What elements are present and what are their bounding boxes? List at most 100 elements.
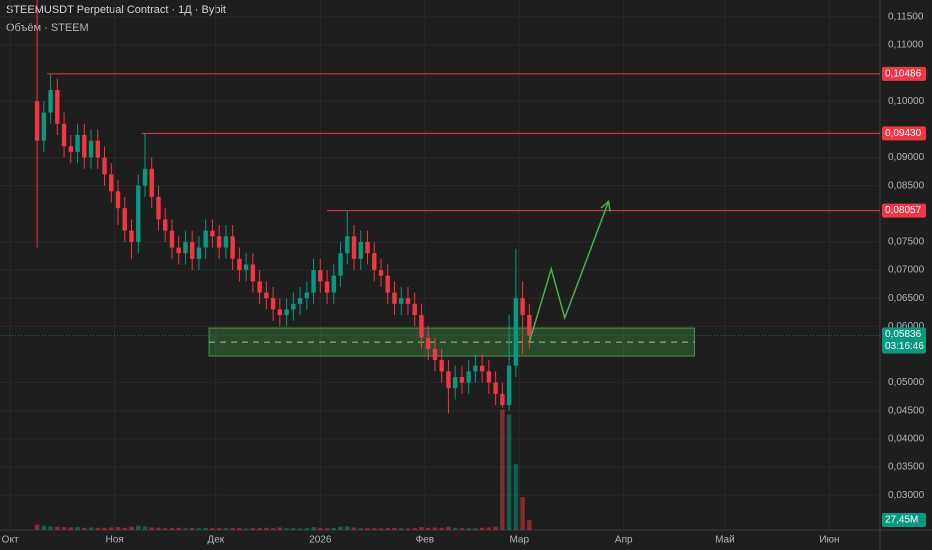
volume-bar (506, 414, 512, 530)
arrow-head (600, 199, 611, 212)
volume-bar (446, 526, 451, 530)
volume-bar (351, 527, 357, 530)
candle-body (479, 365, 485, 372)
volume-bar (425, 527, 431, 530)
candle-body (425, 337, 431, 349)
candle-body (48, 90, 53, 113)
volume-bar (136, 525, 141, 530)
volume-bar (88, 527, 94, 530)
candle-body (277, 309, 283, 316)
candle-body (473, 365, 478, 372)
candle-body (61, 123, 67, 147)
volume-bar (210, 528, 215, 530)
y-tick-label: 0,05000 (888, 377, 925, 388)
price-badge (882, 327, 926, 354)
candle-body (432, 348, 438, 361)
volume-bar (479, 527, 485, 530)
volume-bar (419, 527, 424, 530)
candle-body (136, 185, 141, 242)
volume-bar (68, 527, 74, 530)
candle-body (243, 264, 249, 271)
candle-body (405, 298, 411, 304)
candle-body (466, 371, 471, 383)
volume-bar (412, 528, 417, 530)
candle-body (284, 309, 289, 316)
volume-bar (129, 526, 134, 530)
candle-body (365, 241, 370, 254)
candle-body (237, 258, 242, 271)
x-tick-label: Дек (207, 535, 224, 546)
volume-bar (452, 527, 458, 530)
volume-bar (176, 527, 181, 530)
candle-body (196, 247, 202, 259)
candle-body (82, 135, 87, 158)
candle-body (399, 298, 404, 304)
volume-bar (399, 528, 404, 530)
candle-body (102, 157, 107, 175)
candle-body (189, 241, 195, 259)
countdown-label: 03:16:46 (885, 341, 924, 352)
candle-body (75, 135, 80, 152)
volume-bar (216, 528, 222, 530)
volume-bar (486, 527, 492, 530)
candle-body (520, 298, 525, 316)
volume-bar (61, 527, 67, 530)
y-tick-label: 0,04000 (888, 433, 925, 444)
y-tick-label: 0,06500 (888, 293, 925, 304)
volume-bar (55, 526, 60, 530)
volume-bar (432, 527, 438, 530)
candle-body (493, 382, 498, 394)
candle-body (163, 219, 168, 231)
volume-bar (264, 527, 269, 530)
volume-bar (311, 527, 316, 530)
level-badge (882, 126, 926, 141)
candle-body (129, 230, 134, 242)
volume-bar (82, 527, 87, 530)
candle-body (291, 303, 296, 310)
volume-bar (324, 528, 330, 530)
volume-bar (466, 528, 471, 530)
volume-bar (513, 464, 519, 530)
candle-body (41, 112, 47, 141)
level-label: 0,10486 (885, 69, 922, 80)
candle-body (68, 146, 74, 152)
candle-body (372, 253, 377, 271)
y-tick-label: 0,04500 (888, 405, 925, 416)
volume-bar (203, 527, 208, 530)
y-tick-label: 0,09000 (888, 152, 925, 163)
candle-body (311, 270, 316, 293)
level-badge (882, 203, 926, 218)
candle-body (513, 298, 519, 366)
price-label: 0,05836 (885, 329, 922, 340)
volume-bar (223, 528, 229, 530)
y-tick-label: 0,08500 (888, 180, 925, 191)
candle-body (412, 303, 417, 316)
candle-body (230, 236, 235, 259)
x-tick-label: Ноя (106, 535, 124, 546)
volume-bar (365, 528, 370, 530)
volume-bar (318, 527, 323, 530)
volume-bar (48, 526, 53, 530)
volume-bar (95, 527, 100, 530)
candle-body (392, 292, 397, 304)
candle-body (500, 393, 505, 406)
volume-bar (183, 528, 188, 530)
level-label: 0,09430 (885, 128, 922, 139)
volume-bar (493, 526, 498, 530)
candle-body (34, 101, 40, 141)
candle-body (156, 196, 161, 220)
candle-body (169, 230, 175, 248)
volume-bar (41, 525, 47, 530)
y-tick-label: 0,07000 (888, 265, 925, 276)
candle-body (486, 371, 492, 383)
candle-body (270, 298, 276, 310)
candle-body (351, 236, 357, 259)
x-tick-label: Фев (416, 535, 434, 546)
forecast-arrow (528, 201, 610, 343)
candle-body (142, 168, 148, 186)
candle-body (203, 230, 208, 248)
volume-bar (243, 528, 249, 530)
volume-badge (882, 512, 926, 527)
